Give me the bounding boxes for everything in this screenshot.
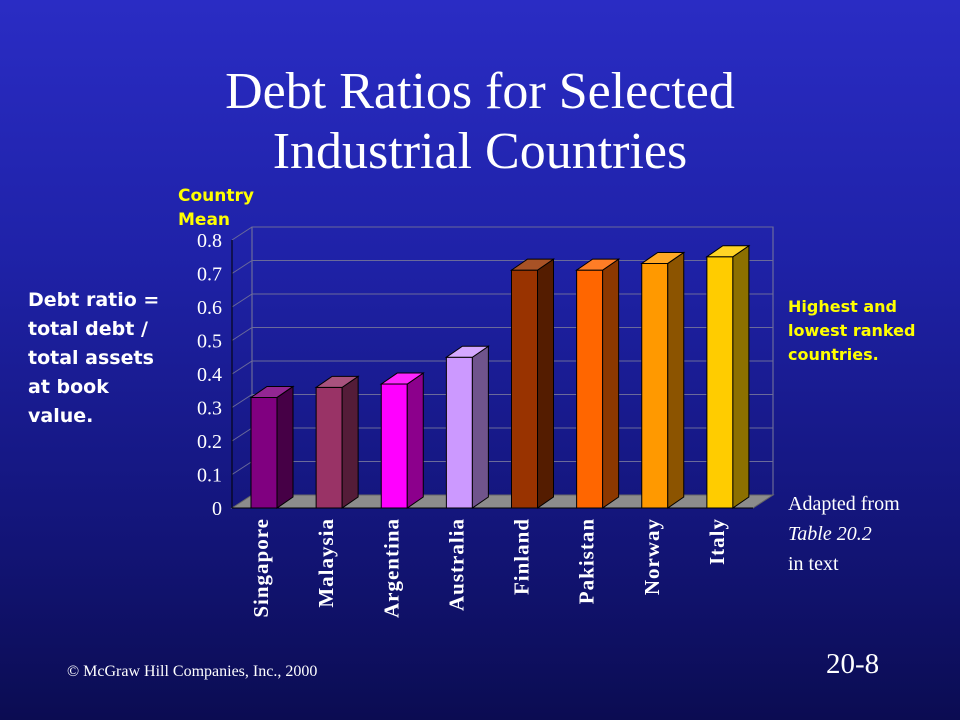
y-gridline — [231, 394, 773, 408]
y-axis-title-line-1: Country — [178, 186, 254, 206]
bar-side — [276, 385, 294, 509]
bar-top — [640, 251, 686, 264]
definition-note-line: total debt / — [28, 318, 148, 340]
bar-top — [705, 245, 751, 258]
bar-side — [602, 258, 620, 509]
chart-floor — [230, 494, 775, 509]
bar-side — [732, 244, 750, 509]
x-category-label: Argentina — [379, 518, 403, 618]
bar-top — [379, 372, 425, 385]
source-note-table: Table 20.2 — [788, 523, 872, 545]
y-gridline — [231, 226, 773, 241]
x-category-label: Australia — [444, 518, 468, 611]
y-axis-title-line-2: Mean — [178, 210, 231, 230]
bar-side — [537, 258, 554, 509]
y-gridline — [231, 461, 773, 475]
definition-note-line: at book — [28, 376, 109, 398]
x-category-label: Singapore — [249, 518, 273, 618]
y-gridline — [231, 293, 773, 308]
y-axis-title: Country Mean — [178, 184, 254, 232]
ranking-note-line: Highest and — [788, 297, 897, 316]
y-tick-label: 0.4 — [197, 364, 222, 386]
bar-front — [250, 396, 278, 509]
bar-side — [471, 345, 489, 509]
bar-front — [706, 256, 734, 509]
bar-top — [249, 385, 295, 398]
source-note-line: Adapted from — [788, 493, 900, 515]
x-category-label: Pakistan — [575, 518, 599, 604]
bar-front — [445, 356, 473, 509]
bar-top — [509, 258, 556, 271]
y-tick-label: 0.3 — [197, 398, 222, 420]
y-tick-label: 0.6 — [197, 297, 222, 319]
y-gridline — [231, 427, 773, 442]
bar-front — [380, 383, 408, 509]
slide-title: Debt Ratios for Selected Industrial Coun… — [0, 62, 960, 182]
copyright-footer: © McGraw Hill Companies, Inc., 2000 — [67, 663, 318, 680]
bar-side — [667, 251, 685, 509]
y-tick-label: 0.2 — [197, 431, 222, 453]
bar-front — [576, 269, 604, 509]
x-category-label: Norway — [640, 518, 664, 595]
y-gridline — [231, 360, 773, 375]
slide-title-line-1: Debt Ratios for Selected — [225, 63, 735, 120]
x-category-label: Italy — [705, 518, 729, 565]
bar-top — [314, 375, 360, 388]
bar-top — [575, 258, 621, 271]
ranking-note-line: countries. — [788, 345, 879, 364]
definition-note: Debt ratio = total debt / total assets a… — [28, 286, 159, 431]
source-note-line: in text — [788, 553, 839, 575]
bar-side — [406, 372, 424, 509]
definition-note-line: Debt ratio = — [28, 289, 160, 311]
definition-note-line: value. — [28, 405, 94, 427]
slide-title-line-2: Industrial Countries — [272, 123, 688, 180]
y-tick-label: 0.8 — [197, 230, 222, 252]
x-category-label: Malaysia — [314, 518, 338, 608]
bar-front — [641, 262, 669, 509]
source-note: Adapted from Table 20.2 in text — [788, 489, 900, 579]
y-gridline — [231, 260, 773, 274]
y-tick-label: 0.7 — [197, 264, 222, 286]
ranking-note: Highest and lowest ranked countries. — [788, 295, 915, 367]
y-tick-label: 0.5 — [197, 331, 222, 353]
y-tick-label: 0.1 — [197, 465, 222, 487]
ranking-note-line: lowest ranked — [788, 321, 916, 340]
definition-note-line: total assets — [28, 347, 154, 369]
y-tick-label: 0 — [212, 498, 222, 520]
bar-top — [444, 345, 490, 358]
x-category-label: Finland — [510, 518, 534, 595]
bar-side — [341, 375, 359, 509]
y-gridline — [231, 327, 773, 341]
bar-front — [315, 386, 343, 509]
slide-number: 20-8 — [826, 648, 880, 680]
bar-front — [511, 269, 538, 509]
